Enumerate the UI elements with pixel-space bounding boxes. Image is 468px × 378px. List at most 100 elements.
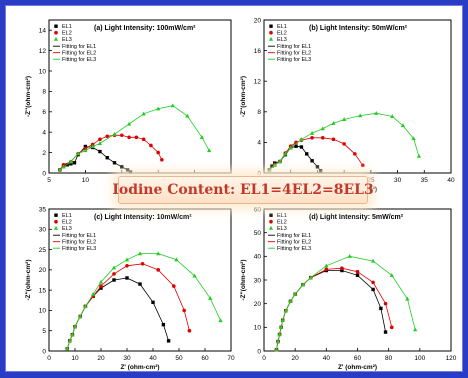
data-point-el1 bbox=[138, 282, 142, 286]
data-point-el1 bbox=[112, 278, 116, 282]
y-tick-label: 12 bbox=[39, 48, 47, 55]
data-point-el3 bbox=[277, 159, 283, 164]
data-point-el3 bbox=[324, 263, 329, 268]
x-tick-label: 60 bbox=[354, 355, 362, 362]
legend-label: EL3 bbox=[277, 37, 287, 43]
data-point-el3 bbox=[309, 130, 315, 135]
x-tick-label: 0 bbox=[262, 355, 266, 362]
x-tick-label: 5 bbox=[47, 177, 51, 184]
data-point-el2 bbox=[361, 163, 365, 168]
data-point-el2 bbox=[324, 267, 329, 272]
x-tick-label: 0 bbox=[47, 355, 51, 362]
y-tick-label: 30 bbox=[254, 277, 262, 284]
data-point-el2 bbox=[160, 157, 164, 162]
data-point-el3 bbox=[370, 258, 376, 263]
chart-panel-3: 0 10 20 30 40 50 60 70 0 5 10 15 20 25 30 35 Z' (ohm-cm²… bbox=[25, 206, 235, 371]
data-point-el3 bbox=[78, 314, 83, 319]
x-axis-label: Z' (ohm-cm²) bbox=[120, 364, 159, 371]
data-point-el3 bbox=[126, 121, 132, 126]
chart-panel-1: 5101520253002468101214Z' (ohm-cm²)-Z''(o… bbox=[25, 19, 235, 193]
data-point-el1 bbox=[125, 276, 129, 280]
x-tick-label: 20 bbox=[292, 355, 300, 362]
legend-marker bbox=[53, 225, 59, 230]
data-point-el3 bbox=[358, 113, 363, 118]
data-point-el1 bbox=[112, 161, 117, 165]
legend-label: EL1 bbox=[62, 24, 72, 30]
legend-label: EL1 bbox=[277, 24, 287, 30]
data-point-el1 bbox=[379, 306, 383, 311]
x-tick-label: 100 bbox=[414, 355, 425, 362]
data-point-el2 bbox=[353, 152, 357, 156]
data-point-el2 bbox=[355, 269, 360, 274]
data-point-el2 bbox=[340, 266, 344, 270]
y-tick-label: 14 bbox=[39, 28, 47, 35]
data-point-el3 bbox=[374, 111, 379, 115]
data-point-el3 bbox=[390, 114, 395, 118]
data-point-el3 bbox=[272, 163, 277, 167]
data-point-el3 bbox=[207, 148, 212, 153]
data-point-el3 bbox=[192, 273, 197, 278]
legend-marker bbox=[269, 219, 273, 224]
data-point-el3 bbox=[347, 254, 352, 258]
plot-frame bbox=[48, 19, 232, 174]
legend-label: Fitting for EL3 bbox=[62, 246, 96, 252]
data-point-el3 bbox=[70, 332, 75, 337]
data-point-el3 bbox=[411, 136, 416, 141]
x-tick-label: 40 bbox=[323, 355, 331, 362]
legend-marker bbox=[54, 213, 58, 217]
data-point-el3 bbox=[308, 275, 313, 280]
legend-label: EL1 bbox=[277, 213, 287, 219]
legend-marker bbox=[269, 24, 273, 28]
data-point-el3 bbox=[293, 291, 298, 296]
y-tick-label: 4 bbox=[257, 140, 261, 147]
data-point-el3 bbox=[218, 318, 223, 323]
data-point-el1 bbox=[315, 165, 320, 169]
data-point-el3 bbox=[283, 151, 288, 156]
fit-line-el3 bbox=[269, 112, 420, 171]
data-point-el3 bbox=[331, 120, 336, 125]
data-point-el3 bbox=[279, 325, 284, 329]
data-point-el1 bbox=[305, 152, 309, 156]
y-tick-label: 0 bbox=[42, 170, 46, 177]
x-tick-label: 70 bbox=[227, 355, 235, 362]
y-axis-label: -Z''(ohm-cm²) bbox=[240, 76, 247, 117]
y-tick-label: 20 bbox=[39, 267, 47, 274]
data-point-el3 bbox=[277, 332, 282, 337]
data-point-el1 bbox=[355, 273, 360, 277]
data-point-el3 bbox=[274, 347, 279, 352]
y-tick-label: 0 bbox=[42, 348, 46, 355]
y-tick-label: 16 bbox=[254, 48, 262, 55]
data-point-el2 bbox=[182, 308, 186, 313]
data-point-el2 bbox=[105, 134, 110, 139]
y-tick-label: 35 bbox=[39, 206, 47, 213]
fit-line-el1 bbox=[59, 146, 131, 173]
legend-label: Fitting for EL1 bbox=[277, 44, 311, 50]
data-point-el3 bbox=[83, 304, 88, 308]
data-point-el3 bbox=[141, 111, 146, 116]
legend-label: EL2 bbox=[62, 31, 72, 37]
data-point-el1 bbox=[161, 322, 166, 327]
y-tick-label: 40 bbox=[254, 254, 262, 261]
data-point-el3 bbox=[275, 339, 281, 344]
panel-title: (b) Light Intensity: 50mW/cm² bbox=[309, 25, 408, 32]
data-point-el1 bbox=[120, 165, 124, 169]
data-point-el2 bbox=[383, 301, 388, 306]
data-point-el3 bbox=[111, 265, 117, 270]
data-point-el3 bbox=[208, 295, 213, 300]
data-point-el2 bbox=[310, 136, 314, 140]
data-point-el1 bbox=[99, 286, 103, 290]
x-tick-label: 35 bbox=[421, 177, 429, 184]
y-tick-label: 25 bbox=[39, 247, 47, 254]
legend-marker bbox=[54, 24, 58, 28]
legend-label: EL2 bbox=[62, 220, 72, 226]
chart-panel-2: 510152025303540048121620Z' (ohm-cm²)-Z''… bbox=[240, 17, 455, 193]
data-point-el3 bbox=[174, 257, 179, 262]
data-point-el1 bbox=[270, 164, 274, 168]
data-point-el3 bbox=[170, 103, 175, 108]
legend-label: Fitting for EL3 bbox=[277, 57, 311, 63]
data-point-el1 bbox=[151, 300, 155, 305]
plot-frame bbox=[48, 208, 232, 352]
data-point-el1 bbox=[98, 149, 102, 154]
data-point-el3 bbox=[124, 257, 130, 262]
data-point-el3 bbox=[137, 251, 143, 256]
